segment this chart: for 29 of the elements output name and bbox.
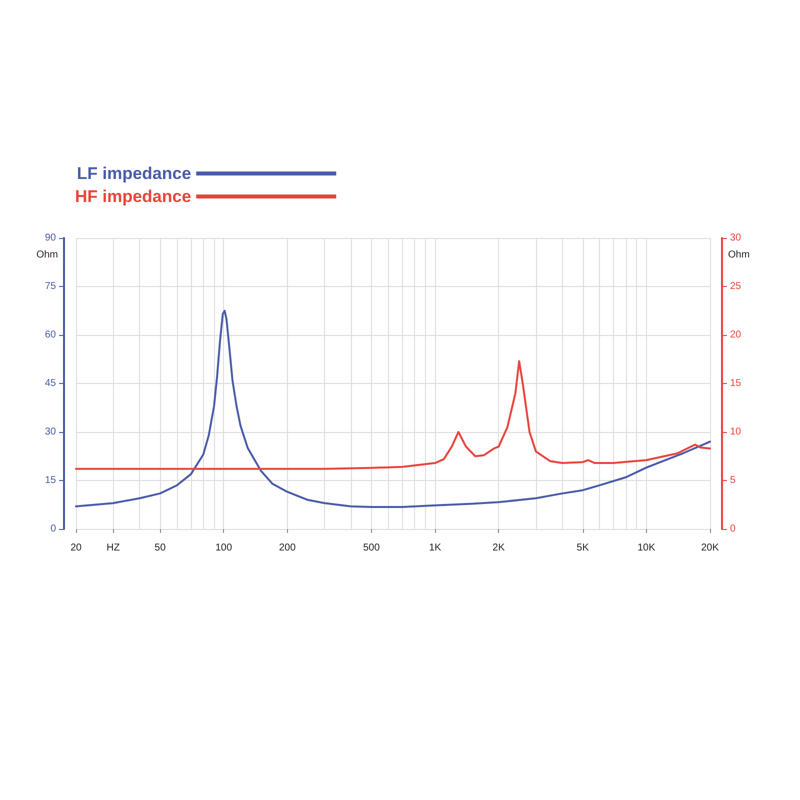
y-tick-label: 90 [44, 232, 56, 244]
y-tick-label: 75 [44, 281, 56, 292]
y2-tick-label: 0 [730, 524, 736, 534]
y-tick-label: 45 [44, 378, 56, 389]
y2-tick-label: 5 [730, 475, 736, 486]
x-tick-label: 200 [278, 542, 296, 554]
y-axis-title: Ohm [36, 250, 58, 260]
text: LF impedance [76, 164, 192, 183]
y2-tick-label: 10 [730, 426, 742, 438]
y-tick-label: 60 [44, 330, 56, 340]
y2-tick-label: 25 [730, 281, 742, 292]
y-tick-label: 0 [50, 524, 56, 534]
x-tick-label: HZ [106, 542, 120, 554]
x-tick-label: 500 [363, 542, 380, 554]
x-tick-label: 10K [637, 542, 656, 554]
text: HF impedance [74, 187, 192, 206]
y2-tick-label: 30 [730, 232, 742, 244]
y2-tick-label: 15 [730, 378, 742, 389]
x-tick-label: 5K [576, 542, 590, 554]
x-tick-label: 50 [154, 542, 166, 554]
y-tick-label: 15 [44, 475, 56, 486]
x-tick-label: 20K [701, 542, 720, 554]
y-tick-label: 30 [44, 426, 56, 438]
x-tick-label: 100 [215, 542, 232, 554]
x-tick-label: 1K [428, 542, 442, 554]
x-tick-label: 2K [492, 542, 506, 554]
x-tick-label: 20 [70, 542, 82, 554]
y2-axis-title: Ohm [728, 250, 750, 260]
y2-tick-label: 20 [730, 330, 742, 340]
